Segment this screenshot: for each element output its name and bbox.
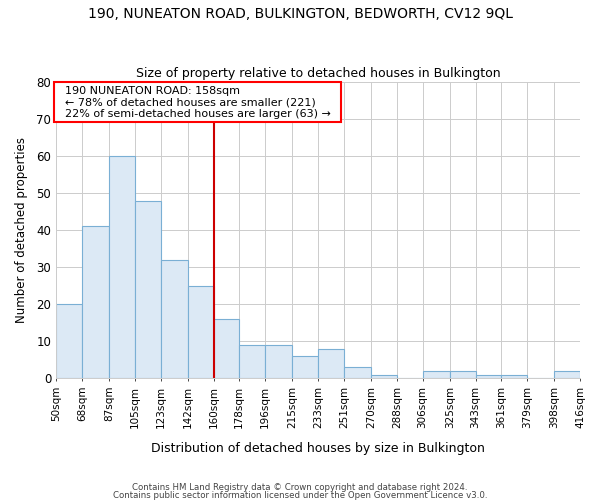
Text: Contains public sector information licensed under the Open Government Licence v3: Contains public sector information licen…	[113, 490, 487, 500]
Text: Contains HM Land Registry data © Crown copyright and database right 2024.: Contains HM Land Registry data © Crown c…	[132, 484, 468, 492]
Bar	[501, 374, 527, 378]
Bar	[214, 319, 239, 378]
Bar	[239, 345, 265, 378]
Text: 190 NUNEATON ROAD: 158sqm  
  ← 78% of detached houses are smaller (221)  
  22%: 190 NUNEATON ROAD: 158sqm ← 78% of detac…	[58, 86, 337, 119]
Bar	[318, 348, 344, 378]
Bar	[265, 345, 292, 378]
X-axis label: Distribution of detached houses by size in Bulkington: Distribution of detached houses by size …	[151, 442, 485, 455]
Bar	[476, 374, 501, 378]
Bar	[422, 371, 450, 378]
Bar	[56, 304, 82, 378]
Title: Size of property relative to detached houses in Bulkington: Size of property relative to detached ho…	[136, 66, 500, 80]
Bar	[554, 371, 580, 378]
Bar	[161, 260, 188, 378]
Bar	[371, 374, 397, 378]
Y-axis label: Number of detached properties: Number of detached properties	[15, 137, 28, 323]
Bar	[109, 156, 135, 378]
Bar	[135, 200, 161, 378]
Bar	[450, 371, 476, 378]
Bar	[82, 226, 109, 378]
Text: 190, NUNEATON ROAD, BULKINGTON, BEDWORTH, CV12 9QL: 190, NUNEATON ROAD, BULKINGTON, BEDWORTH…	[88, 8, 512, 22]
Bar	[188, 286, 214, 378]
Bar	[292, 356, 318, 378]
Bar	[344, 367, 371, 378]
